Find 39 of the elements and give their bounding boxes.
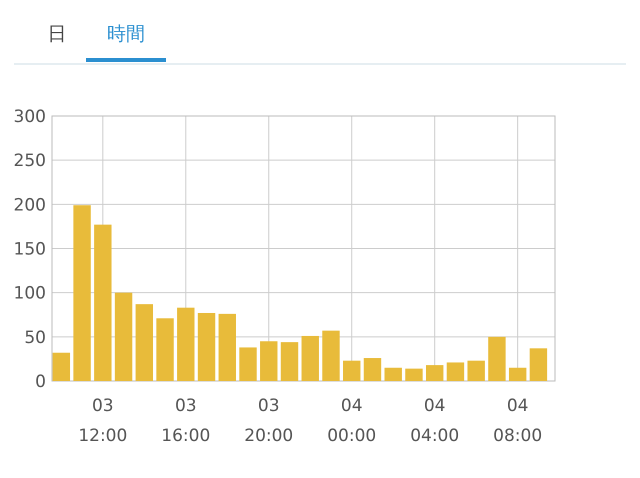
y-tick-label: 50 [24, 328, 46, 348]
bar [364, 358, 382, 381]
x-tick-label: 04 00:00 [327, 396, 376, 446]
bar [343, 360, 360, 381]
text: 時間 [107, 23, 145, 45]
bar [52, 352, 70, 381]
x-tick-label: 04 04:00 [410, 396, 460, 446]
text: 日 [48, 23, 66, 45]
bar [177, 308, 194, 381]
bar [73, 205, 91, 381]
y-tick-label: 0 [35, 372, 46, 392]
y-tick-label: 250 [14, 151, 46, 172]
bar [239, 347, 257, 381]
bar [446, 362, 464, 381]
bar [280, 342, 298, 381]
bar [508, 368, 526, 381]
bar [426, 365, 444, 381]
bar [467, 360, 485, 381]
x-tick-label: 04 08:00 [493, 396, 542, 446]
bar [260, 341, 278, 381]
x-tick-label: 03 12:00 [78, 396, 128, 446]
bar [405, 368, 423, 381]
bar [94, 224, 112, 381]
bar [218, 314, 236, 381]
y-tick-label: 300 [14, 107, 46, 127]
y-tick-label: 200 [14, 195, 46, 216]
bar [114, 292, 132, 381]
bar [488, 336, 506, 381]
x-tick-label: 03 16:00 [161, 396, 210, 446]
y-tick-label: 100 [14, 284, 46, 304]
bar [302, 336, 319, 381]
bar [156, 318, 174, 381]
y-tick-label: 150 [14, 240, 46, 260]
bar [530, 348, 548, 381]
bar [384, 368, 402, 381]
bar [198, 312, 216, 381]
bar [322, 330, 340, 381]
bar [136, 304, 154, 381]
x-tick-label: 03 20:00 [244, 396, 294, 446]
